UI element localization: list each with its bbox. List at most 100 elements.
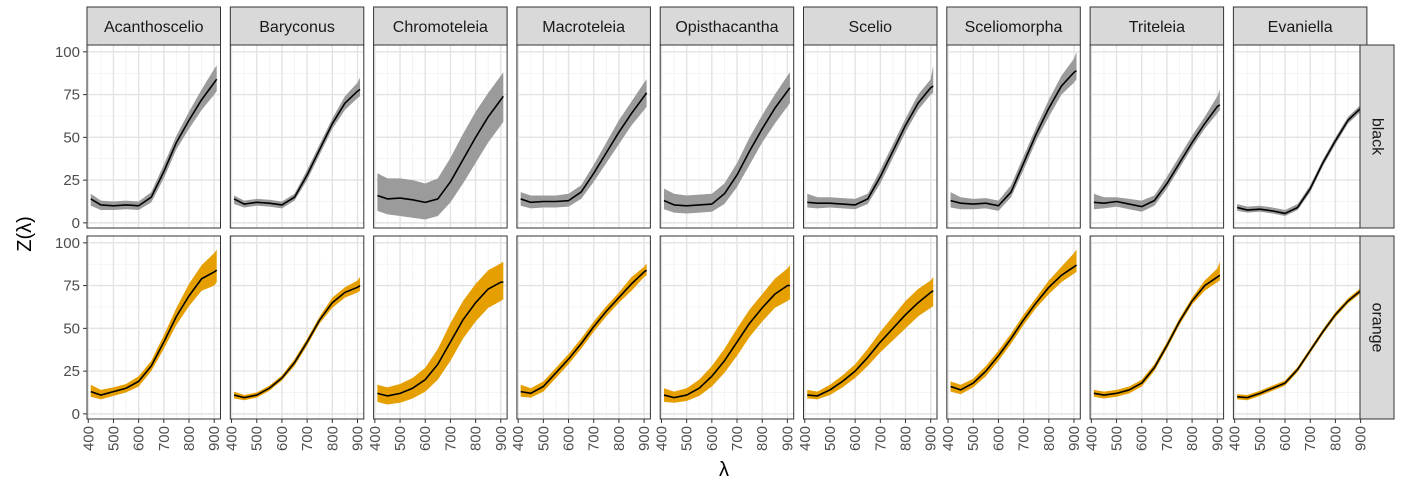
- panel-black-macroteleia: [516, 44, 651, 229]
- strip-label: Opisthacantha: [675, 19, 778, 36]
- panel-black-baryconus: [229, 44, 365, 229]
- x-tick-label: 800: [1184, 426, 1201, 451]
- panels-layer: [86, 44, 1368, 420]
- x-tick-label: 900: [636, 426, 653, 451]
- mean-line: [950, 69, 1077, 207]
- x-tick-label: 600: [990, 426, 1007, 451]
- strip-label: Chromoteleia: [393, 19, 488, 36]
- strip-label: Baryconus: [259, 19, 335, 36]
- mean-line: [1236, 104, 1364, 215]
- x-tick-label: 800: [324, 426, 341, 451]
- y-tick-label: 25: [63, 172, 80, 189]
- x-tick-label: 500: [965, 426, 982, 451]
- panel-orange-evaniella: [1232, 235, 1368, 420]
- x-tick-label: 500: [1109, 426, 1126, 451]
- x-tick-label: 700: [1302, 426, 1319, 451]
- x-axis: 400 500 600 700 800 900 400 500 600 700 800 900 400 5…: [80, 419, 1370, 451]
- x-tick-label: 600: [1277, 426, 1294, 451]
- panel-orange-sceliomorpha: [946, 235, 1081, 420]
- x-tick-label: 800: [754, 426, 771, 451]
- panel-black-opisthacantha: [659, 44, 795, 229]
- x-tick-label: 600: [704, 426, 721, 451]
- y-tick-label: 50: [63, 320, 80, 337]
- panel-black-scelio: [803, 44, 938, 229]
- x-tick-label: 700: [156, 426, 173, 451]
- y-axis: 0 25 50 75 100 0 25 50 75 100: [55, 44, 87, 423]
- mean-line: [520, 269, 648, 395]
- x-tick-label: 400: [224, 426, 241, 451]
- x-tick-label: 700: [442, 426, 459, 451]
- y-tick-label: 25: [63, 363, 80, 380]
- panel-black-chromoteleia: [373, 44, 508, 229]
- x-tick-label: 800: [611, 426, 628, 451]
- confidence-band: [520, 263, 647, 398]
- x-tick-label: 600: [847, 426, 864, 451]
- strip-label: black: [1369, 118, 1386, 156]
- confidence-band: [377, 261, 504, 405]
- confidence-band: [377, 72, 504, 220]
- x-tick-label: 500: [822, 426, 839, 451]
- mean-line: [90, 269, 218, 396]
- y-axis-title: Z(λ): [14, 216, 36, 252]
- x-tick-label: 700: [1159, 426, 1176, 451]
- strip-col-macroteleia: Macroteleia: [516, 6, 651, 46]
- x-tick-label: 800: [1327, 426, 1344, 451]
- x-tick-label: 400: [797, 426, 814, 451]
- grid: [230, 236, 364, 419]
- confidence-band: [663, 265, 790, 403]
- x-tick-label: 900: [1066, 426, 1083, 451]
- mean-line: [950, 264, 1077, 391]
- grid: [1233, 45, 1367, 228]
- grid: [946, 45, 1081, 228]
- mean-line: [520, 92, 648, 204]
- x-tick-label: 400: [367, 426, 384, 451]
- y-tick-label: 75: [63, 87, 80, 104]
- panel-black-evaniella: [1232, 44, 1368, 229]
- x-tick-label: 900: [206, 426, 223, 451]
- x-tick-label: 900: [1353, 426, 1370, 451]
- x-tick-label: 900: [493, 426, 510, 451]
- x-tick-label: 800: [898, 426, 915, 451]
- strip-col-acanthoscelio: Acanthoscelio: [86, 6, 221, 46]
- x-tick-label: 800: [1041, 426, 1058, 451]
- x-tick-label: 900: [350, 426, 367, 451]
- confidence-band: [1237, 286, 1364, 401]
- strip-col-baryconus: Baryconus: [229, 6, 365, 46]
- y-tick-label: 0: [72, 215, 80, 232]
- panel-orange-scelio: [803, 235, 938, 420]
- mean-line: [807, 290, 934, 397]
- panel-orange-chromoteleia: [373, 235, 508, 420]
- x-tick-label: 400: [1227, 426, 1244, 451]
- panel-orange-acanthoscelio: [86, 235, 221, 420]
- x-tick-label: 500: [679, 426, 696, 451]
- confidence-band: [950, 249, 1077, 395]
- grid: [1090, 236, 1224, 419]
- x-tick-label: 700: [1016, 426, 1033, 451]
- mean-line: [377, 95, 504, 204]
- panel-orange-triteleia: [1089, 235, 1225, 420]
- y-tick-label: 0: [72, 406, 80, 423]
- x-tick-label: 500: [392, 426, 409, 451]
- panel-orange-opisthacantha: [659, 235, 795, 420]
- mean-line: [90, 78, 218, 207]
- mean-line: [663, 284, 790, 399]
- y-tick-label: 100: [55, 235, 80, 252]
- strip-col-triteleia: Triteleia: [1089, 6, 1225, 46]
- x-tick-label: 600: [417, 426, 434, 451]
- mean-line: [807, 85, 934, 206]
- x-tick-label: 700: [872, 426, 889, 451]
- x-tick-label: 500: [535, 426, 552, 451]
- panel-black-acanthoscelio: [86, 44, 221, 229]
- strip-col-opisthacantha: Opisthacantha: [659, 6, 795, 46]
- strip-label: Acanthoscelio: [104, 19, 204, 36]
- x-tick-label: 400: [653, 426, 670, 451]
- x-tick-label: 600: [561, 426, 578, 451]
- strip-label: Sceliomorpha: [965, 19, 1063, 36]
- strip-col-sceliomorpha: Sceliomorpha: [946, 6, 1081, 46]
- x-tick-label: 600: [274, 426, 291, 451]
- mean-line: [377, 281, 504, 397]
- x-tick-label: 900: [779, 426, 796, 451]
- confidence-band: [807, 277, 934, 400]
- x-tick-label: 500: [1252, 426, 1269, 451]
